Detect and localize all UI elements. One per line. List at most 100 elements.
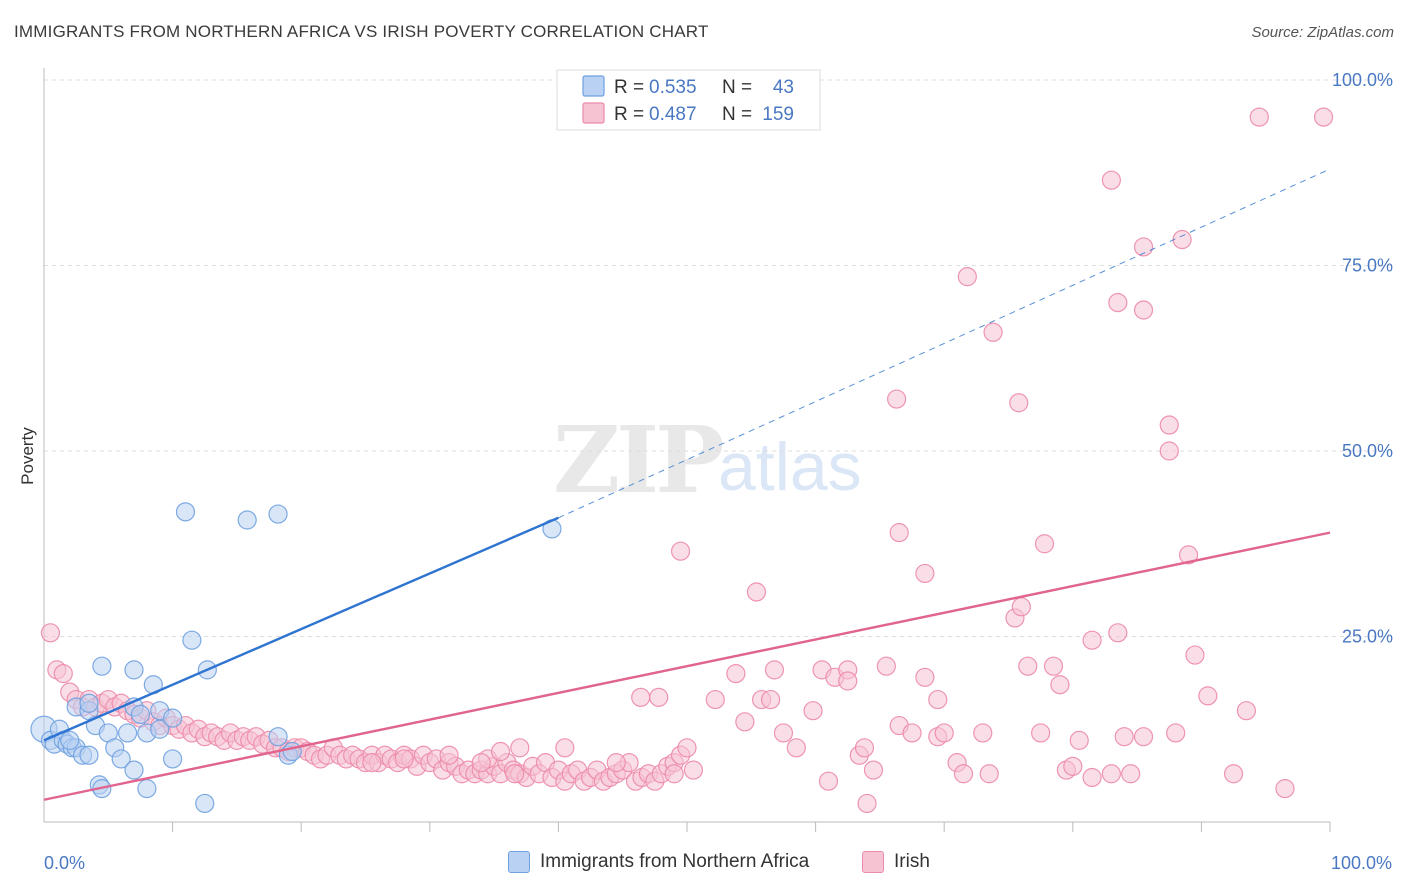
point-irish-146 xyxy=(979,764,999,784)
point-north-africa-34 xyxy=(182,630,202,650)
point-north-africa-26 xyxy=(137,779,157,799)
watermark-atlas: atlas xyxy=(718,429,862,505)
point-irish-180 xyxy=(1236,701,1257,721)
point-irish-132 xyxy=(863,760,884,780)
point-irish-122 xyxy=(786,738,806,758)
point-irish-114 xyxy=(670,541,691,561)
point-irish-123 xyxy=(735,712,755,732)
point-irish-171 xyxy=(1159,441,1179,461)
point-north-africa-25 xyxy=(130,704,151,725)
point-irish-164 xyxy=(1108,623,1128,643)
y-tick-label-25: 25.0% xyxy=(1342,627,1393,647)
point-irish-115 xyxy=(705,689,725,710)
point-irish-163 xyxy=(1101,764,1121,784)
point-irish-148 xyxy=(1011,597,1031,617)
point-north-africa-11 xyxy=(79,745,99,765)
point-irish-182 xyxy=(1275,779,1295,799)
legend-r-label-0: R = xyxy=(614,77,644,98)
bottom-legend-item-irish: Irish xyxy=(862,851,930,873)
point-irish-109 xyxy=(471,753,491,773)
point-irish-176 xyxy=(1121,764,1141,784)
point-irish-161 xyxy=(1063,756,1083,776)
trend-line-north-africa xyxy=(43,516,559,742)
point-irish-153 xyxy=(983,322,1003,342)
point-north-africa-18 xyxy=(79,693,99,713)
legend-swatch-pink xyxy=(582,102,605,124)
point-irish-151 xyxy=(887,389,907,409)
point-irish-99 xyxy=(677,738,697,758)
point-irish-181 xyxy=(1249,107,1269,127)
legend-n-label-1: N = xyxy=(722,104,752,125)
watermark: ZIP atlas xyxy=(553,406,862,514)
point-irish-150 xyxy=(1031,723,1051,743)
point-irish-165 xyxy=(1114,727,1134,747)
point-irish-141 xyxy=(928,689,948,710)
point-irish-119 xyxy=(764,660,785,680)
point-irish-169 xyxy=(1133,237,1154,257)
legend-n-label-0: N = xyxy=(722,77,752,98)
point-irish-0 xyxy=(40,623,61,643)
y-tick-label-100: 100.0% xyxy=(1332,70,1393,90)
point-irish-175 xyxy=(1133,727,1154,747)
gridlines xyxy=(44,79,1392,637)
point-irish-157 xyxy=(1050,675,1070,695)
bottom-legend-item-north-africa: Immigrants from Northern Africa xyxy=(508,851,809,873)
point-irish-145 xyxy=(973,723,993,743)
point-irish-149 xyxy=(1018,656,1038,676)
point-north-africa-36 xyxy=(195,793,215,814)
bottom-legend: Immigrants from Northern Africa Irish xyxy=(0,851,1406,879)
bottom-legend-swatch-pink xyxy=(862,851,884,873)
legend-n-value-0: 43 xyxy=(773,77,794,98)
point-irish-134 xyxy=(857,793,877,814)
point-irish-172 xyxy=(1172,229,1192,250)
point-irish-130 xyxy=(818,771,839,791)
point-irish-173 xyxy=(1178,545,1199,565)
legend-r-value-1: 0.487 xyxy=(649,104,697,125)
point-irish-139 xyxy=(889,523,909,543)
point-irish-177 xyxy=(1166,723,1186,743)
point-irish-144 xyxy=(953,764,974,784)
point-irish-124 xyxy=(803,701,823,721)
data-points xyxy=(30,107,1334,814)
point-north-africa-38 xyxy=(268,504,288,524)
point-irish-104 xyxy=(510,738,530,758)
point-irish-167 xyxy=(1108,293,1128,313)
point-irish-155 xyxy=(1034,534,1055,554)
point-irish-142 xyxy=(934,723,954,743)
point-irish-129 xyxy=(854,738,875,758)
point-irish-156 xyxy=(1043,656,1064,676)
point-north-africa-33 xyxy=(175,502,196,522)
point-irish-166 xyxy=(1101,170,1121,190)
point-irish-107 xyxy=(683,760,704,780)
y-tick-label-50: 50.0% xyxy=(1342,441,1393,461)
point-irish-140 xyxy=(915,563,935,584)
point-north-africa-24 xyxy=(124,660,144,680)
point-irish-111 xyxy=(505,764,525,784)
point-north-africa-30 xyxy=(150,719,170,739)
point-irish-152 xyxy=(957,267,977,287)
point-irish-117 xyxy=(760,689,781,710)
bottom-legend-label-north-africa: Immigrants from Northern Africa xyxy=(540,851,810,872)
point-north-africa-32 xyxy=(163,708,183,728)
watermark-zip: ZIP xyxy=(553,406,722,514)
point-irish-100 xyxy=(362,753,382,773)
point-north-africa-37 xyxy=(237,510,257,530)
point-irish-170 xyxy=(1159,415,1179,435)
point-north-africa-41 xyxy=(282,741,302,762)
point-irish-178 xyxy=(1198,686,1218,706)
legend-swatch-blue xyxy=(582,75,605,97)
point-irish-179 xyxy=(1223,764,1244,784)
point-irish-168 xyxy=(1133,300,1154,320)
y-axis-tick-labels: 25.0% 50.0% 75.0% 100.0% xyxy=(1332,70,1393,647)
point-irish-133 xyxy=(876,656,896,676)
point-irish-138 xyxy=(915,667,935,687)
point-north-africa-14 xyxy=(92,656,112,676)
point-north-africa-8 xyxy=(60,730,80,750)
point-irish-113 xyxy=(649,687,669,707)
legend-n-value-1: 159 xyxy=(762,104,794,125)
y-tick-label-75: 75.0% xyxy=(1342,256,1393,276)
point-north-africa-31 xyxy=(163,749,183,769)
point-irish-101 xyxy=(394,749,414,769)
point-irish-108 xyxy=(555,738,575,758)
trend-line-irish xyxy=(43,531,1331,801)
